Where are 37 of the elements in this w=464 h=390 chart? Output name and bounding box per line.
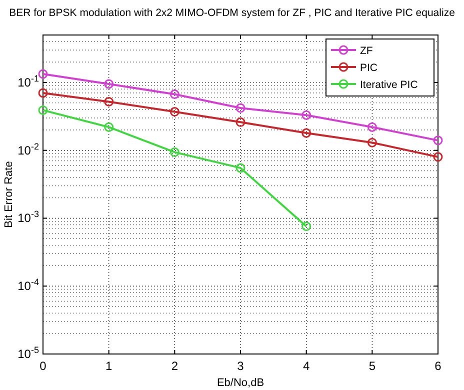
legend-label: ZF xyxy=(360,45,373,57)
point xyxy=(302,110,312,120)
point xyxy=(104,122,114,132)
point xyxy=(236,163,246,173)
chart-title: BER for BPSK modulation with 2x2 MIMO-OFDM system for ZF , PIC and Iterative PIC equalize xyxy=(9,7,456,19)
legend-label: PIC xyxy=(360,62,378,74)
x-tick-label: 0 xyxy=(40,359,47,373)
y-tick-label: 10$^{-1}$ xyxy=(18,73,39,90)
y-axis-title: Bit Error Rate xyxy=(3,161,15,228)
point xyxy=(236,103,246,113)
x-tick-label: 3 xyxy=(237,359,244,373)
point xyxy=(38,105,48,115)
x-tick-label: 5 xyxy=(368,359,376,373)
y-tick-label: 10$^{-4}$ xyxy=(18,277,39,294)
x-tick-label: 1 xyxy=(105,359,112,373)
point xyxy=(104,96,114,106)
legend-label: Iterative PIC xyxy=(360,79,418,91)
point xyxy=(170,147,180,157)
point xyxy=(170,90,180,100)
y-tick-label: 10$^{-2}$ xyxy=(18,141,39,158)
point xyxy=(433,152,443,162)
point xyxy=(367,138,377,148)
point xyxy=(170,107,180,117)
point xyxy=(433,136,443,146)
point xyxy=(302,222,312,232)
y-tick-label: 10$^{-5}$ xyxy=(18,345,39,361)
x-tick-label: 6 xyxy=(434,359,442,373)
point xyxy=(236,117,246,127)
point xyxy=(104,79,114,89)
x-axis-title: Eb/No,dB xyxy=(216,377,264,389)
point xyxy=(38,88,48,98)
x-tick-label: 4 xyxy=(302,359,310,373)
point xyxy=(302,128,312,138)
point xyxy=(38,69,48,79)
point xyxy=(367,122,377,132)
x-tick-label: 2 xyxy=(171,359,178,373)
y-tick-label: 10$^{-3}$ xyxy=(18,209,39,226)
